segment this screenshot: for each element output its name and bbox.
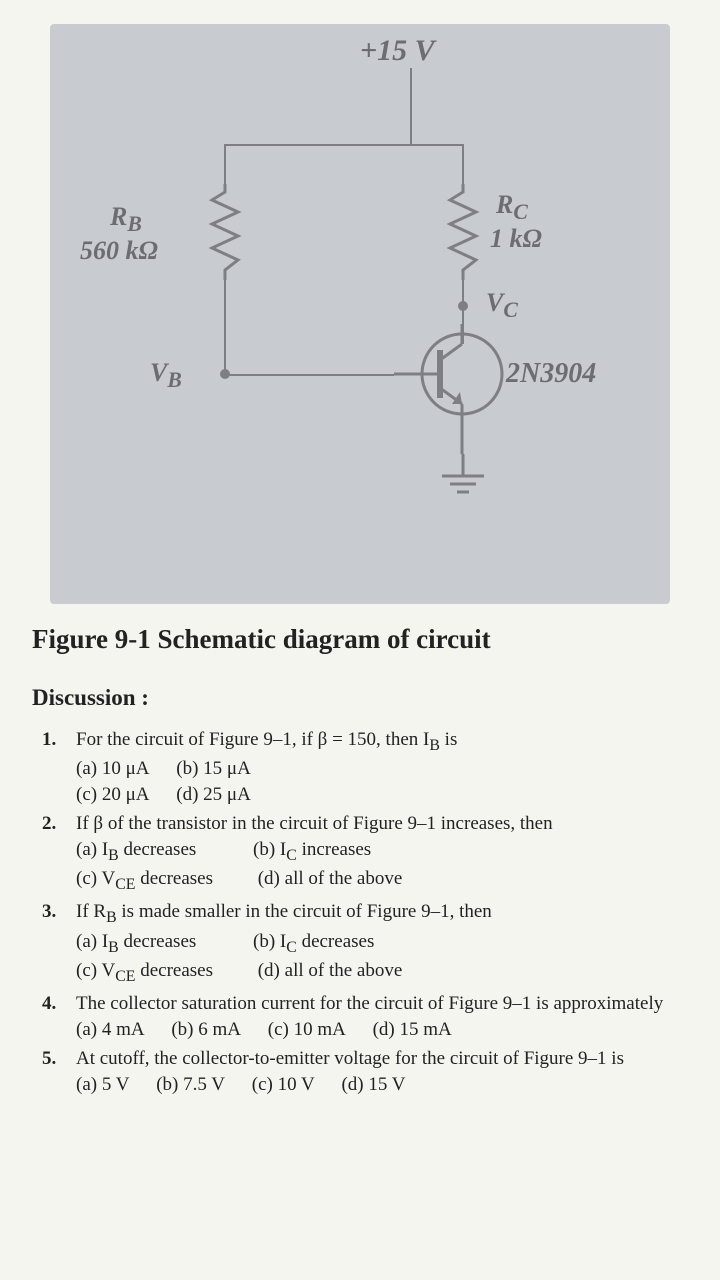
q4-opt-b: (b) 6 mA [171,1017,241,1043]
vb-label: VB [150,358,182,393]
q2-opt-b: (b) IC increases [253,837,371,866]
wire-top-rail [224,144,464,146]
q5-number: 5. [42,1046,56,1072]
question-2: 2. If β of the transistor in the circuit… [76,811,688,895]
rc-value: 1 kΩ [490,224,542,254]
q4-text: The collector saturation current for the… [76,993,663,1014]
vc-subscript: C [503,298,517,322]
vb-symbol: V [150,358,167,387]
q3-opt-a: (a) IB decreases [76,929,196,958]
supply-voltage-label: +15 V [360,34,435,68]
q1-opt-b: (b) 15 μA [176,756,251,782]
q2-opt-d: (d) all of the above [258,866,403,892]
q3-opt-d: (d) all of the above [258,958,403,984]
q1-sub: B [429,737,440,754]
vc-symbol: V [486,288,503,317]
question-5: 5. At cutoff, the collector-to-emitter v… [76,1046,688,1097]
rc-subscript: C [513,200,527,224]
rb-subscript: B [127,212,141,236]
q1-text: For the circuit of Figure 9–1, if β = 15… [76,729,457,750]
q3-opt-b: (b) IC decreases [253,929,374,958]
question-list: 1. For the circuit of Figure 9–1, if β =… [32,727,688,1097]
q3-opt-c: (c) VCE decreases [76,958,213,987]
q5-opt-c: (c) 10 V [252,1072,315,1098]
q3-text: If RB is made smaller in the circuit of … [76,901,492,922]
wire-rc-top [462,144,464,184]
rb-symbol: R [110,202,127,231]
q5-opt-a: (a) 5 V [76,1072,129,1098]
q5-opt-b: (b) 7.5 V [156,1072,225,1098]
q2-number: 2. [42,811,56,837]
question-1: 1. For the circuit of Figure 9–1, if β =… [76,727,688,807]
q1-opt-a: (a) 10 μA [76,756,150,782]
rb-label: RB [110,202,142,237]
q4-number: 4. [42,991,56,1017]
ground-icon [438,454,488,504]
wire-base [224,374,394,376]
page: +15 V RB 560 kΩ VB RC [0,0,720,1125]
question-4: 4. The collector saturation current for … [76,991,688,1042]
discussion-heading: Discussion : [32,685,688,711]
rc-label: RC [496,190,528,225]
resistor-rc-icon [446,184,480,280]
wire-supply [410,68,412,144]
wire-rb-top [224,144,226,184]
q5-text: At cutoff, the collector-to-emitter volt… [76,1048,624,1069]
vb-subscript: B [167,368,181,392]
q2-opt-c: (c) VCE decreases [76,866,213,895]
q1-opt-c: (c) 20 μA [76,782,150,808]
q4-opt-a: (a) 4 mA [76,1017,145,1043]
q1-opt-d: (d) 25 μA [176,782,251,808]
q3-number: 3. [42,899,56,925]
npn-transistor-icon [394,324,524,454]
figure-caption: Figure 9-1 Schematic diagram of circuit [32,624,688,655]
q4-opt-d: (d) 15 mA [373,1017,452,1043]
vc-label: VC [486,288,518,323]
vc-node [458,301,468,311]
q2-text: If β of the transistor in the circuit of… [76,813,553,834]
question-3: 3. If RB is made smaller in the circuit … [76,899,688,986]
q1-text-a: For the circuit of Figure 9–1, if β = 15… [76,729,429,750]
q1-text-b: is [440,729,457,750]
wire-rb-bottom [224,280,226,374]
q2-opt-a: (a) IB decreases [76,837,196,866]
q4-opt-c: (c) 10 mA [268,1017,346,1043]
rc-symbol: R [496,190,513,219]
schematic-diagram: +15 V RB 560 kΩ VB RC [50,24,670,604]
q1-number: 1. [42,727,56,753]
rb-value: 560 kΩ [80,236,158,266]
transistor-label: 2N3904 [506,358,596,390]
q5-opt-d: (d) 15 V [341,1072,405,1098]
resistor-rb-icon [208,184,242,280]
